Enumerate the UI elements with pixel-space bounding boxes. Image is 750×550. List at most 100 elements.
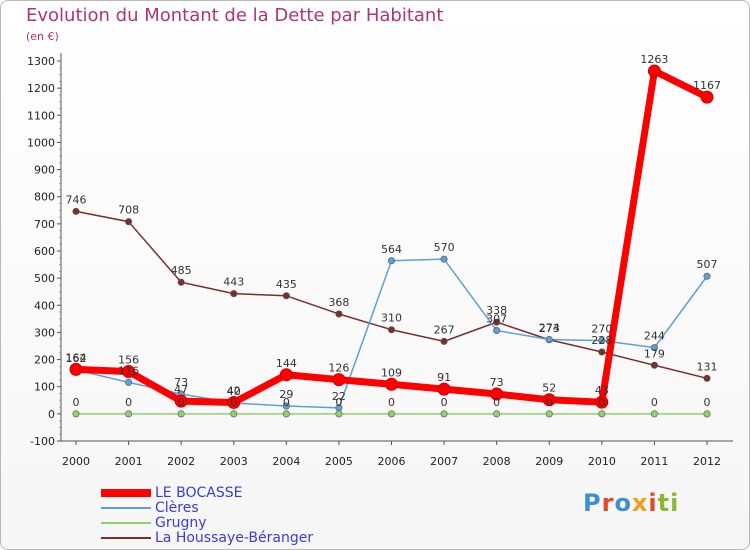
data-label: 156 [118, 354, 139, 367]
legend-label: Clères [155, 500, 199, 516]
data-label: 708 [118, 204, 139, 217]
data-point [125, 410, 133, 418]
data-label: 1263 [640, 53, 668, 66]
y-tick-label: 600 [34, 245, 55, 258]
data-label: 0 [178, 396, 185, 409]
x-tick-label: 2010 [588, 455, 616, 468]
data-label: 29 [279, 388, 293, 401]
y-tick-label: -100 [30, 435, 55, 448]
legend-swatch [101, 489, 151, 497]
y-tick-label: 1300 [27, 55, 55, 68]
legend-swatch [101, 522, 151, 524]
logo-letter: x [631, 489, 649, 517]
data-point [440, 410, 448, 418]
data-point [437, 382, 451, 396]
y-tick-label: 400 [34, 299, 55, 312]
x-tick-label: 2012 [693, 455, 721, 468]
data-label: 228 [591, 334, 612, 347]
data-label: 443 [223, 276, 244, 289]
y-tick-label: 1000 [27, 136, 55, 149]
data-label: 570 [434, 241, 455, 254]
data-label: 42 [227, 384, 241, 397]
x-tick-label: 2007 [430, 455, 458, 468]
legend-swatch [101, 507, 151, 509]
data-label: 746 [66, 193, 87, 206]
data-point [703, 272, 711, 280]
data-point [282, 410, 290, 418]
data-label: 564 [381, 243, 402, 256]
data-point [69, 362, 83, 376]
data-label: 0 [73, 396, 80, 409]
data-label: 91 [437, 371, 451, 384]
data-point [282, 402, 290, 410]
data-label: 267 [434, 323, 455, 336]
data-point [490, 387, 504, 401]
x-tick-label: 2008 [483, 455, 511, 468]
data-point [335, 410, 343, 418]
data-label: 0 [441, 396, 448, 409]
data-point [125, 218, 133, 226]
y-tick-label: 0 [48, 408, 55, 421]
data-point [647, 64, 661, 78]
data-label: 307 [486, 313, 507, 326]
data-point [230, 290, 238, 298]
x-tick-label: 2001 [115, 455, 143, 468]
data-label: 338 [486, 304, 507, 317]
data-label: 116 [118, 364, 139, 377]
data-point [227, 395, 241, 409]
data-label: 73 [174, 376, 188, 389]
data-point [387, 257, 395, 265]
data-point [650, 410, 658, 418]
data-label: 507 [697, 258, 718, 271]
data-point [122, 365, 136, 379]
data-label: 0 [598, 396, 605, 409]
data-label: 47 [174, 383, 188, 396]
data-point [387, 326, 395, 334]
data-point [545, 410, 553, 418]
data-point [700, 90, 714, 104]
data-label: 0 [230, 396, 237, 409]
data-label: 368 [328, 296, 349, 309]
data-label: 164 [66, 351, 87, 364]
data-label: 485 [171, 264, 192, 277]
data-point [542, 393, 556, 407]
legend-label: La Houssaye-Béranger [155, 530, 314, 546]
data-point [174, 394, 188, 408]
chart-unit-label: (en €) [26, 30, 59, 43]
data-point [387, 410, 395, 418]
data-point [177, 410, 185, 418]
data-point [598, 337, 606, 345]
data-label: 0 [283, 396, 290, 409]
logo-letter: t [657, 489, 671, 517]
data-point [72, 410, 80, 418]
data-point [650, 361, 658, 369]
y-tick-label: 800 [34, 191, 55, 204]
data-point [703, 374, 711, 382]
logo-letter: r [601, 489, 615, 517]
data-label: 109 [381, 366, 402, 379]
logo-letter: i [648, 489, 658, 517]
axes: -100010020030040050060070080090010001100… [27, 53, 733, 468]
x-tick-label: 2005 [325, 455, 353, 468]
x-tick-label: 2000 [62, 455, 90, 468]
data-label: 131 [697, 360, 718, 373]
y-tick-label: 500 [34, 272, 55, 285]
data-label: 0 [125, 396, 132, 409]
proxiti-logo: Proxiti [583, 489, 679, 517]
data-point [493, 410, 501, 418]
data-point [703, 410, 711, 418]
legend-label: LE BOCASSE [155, 485, 243, 501]
x-tick-label: 2011 [640, 455, 668, 468]
data-label: 0 [493, 396, 500, 409]
data-point [595, 395, 609, 409]
data-label: 310 [381, 312, 402, 325]
data-label: 144 [276, 357, 297, 370]
data-label: 435 [276, 278, 297, 291]
data-point [282, 292, 290, 300]
data-label: 73 [490, 376, 504, 389]
legend-label: Grugny [155, 515, 207, 531]
logo-letter: o [614, 489, 632, 517]
data-point [493, 318, 501, 326]
data-point [440, 337, 448, 345]
